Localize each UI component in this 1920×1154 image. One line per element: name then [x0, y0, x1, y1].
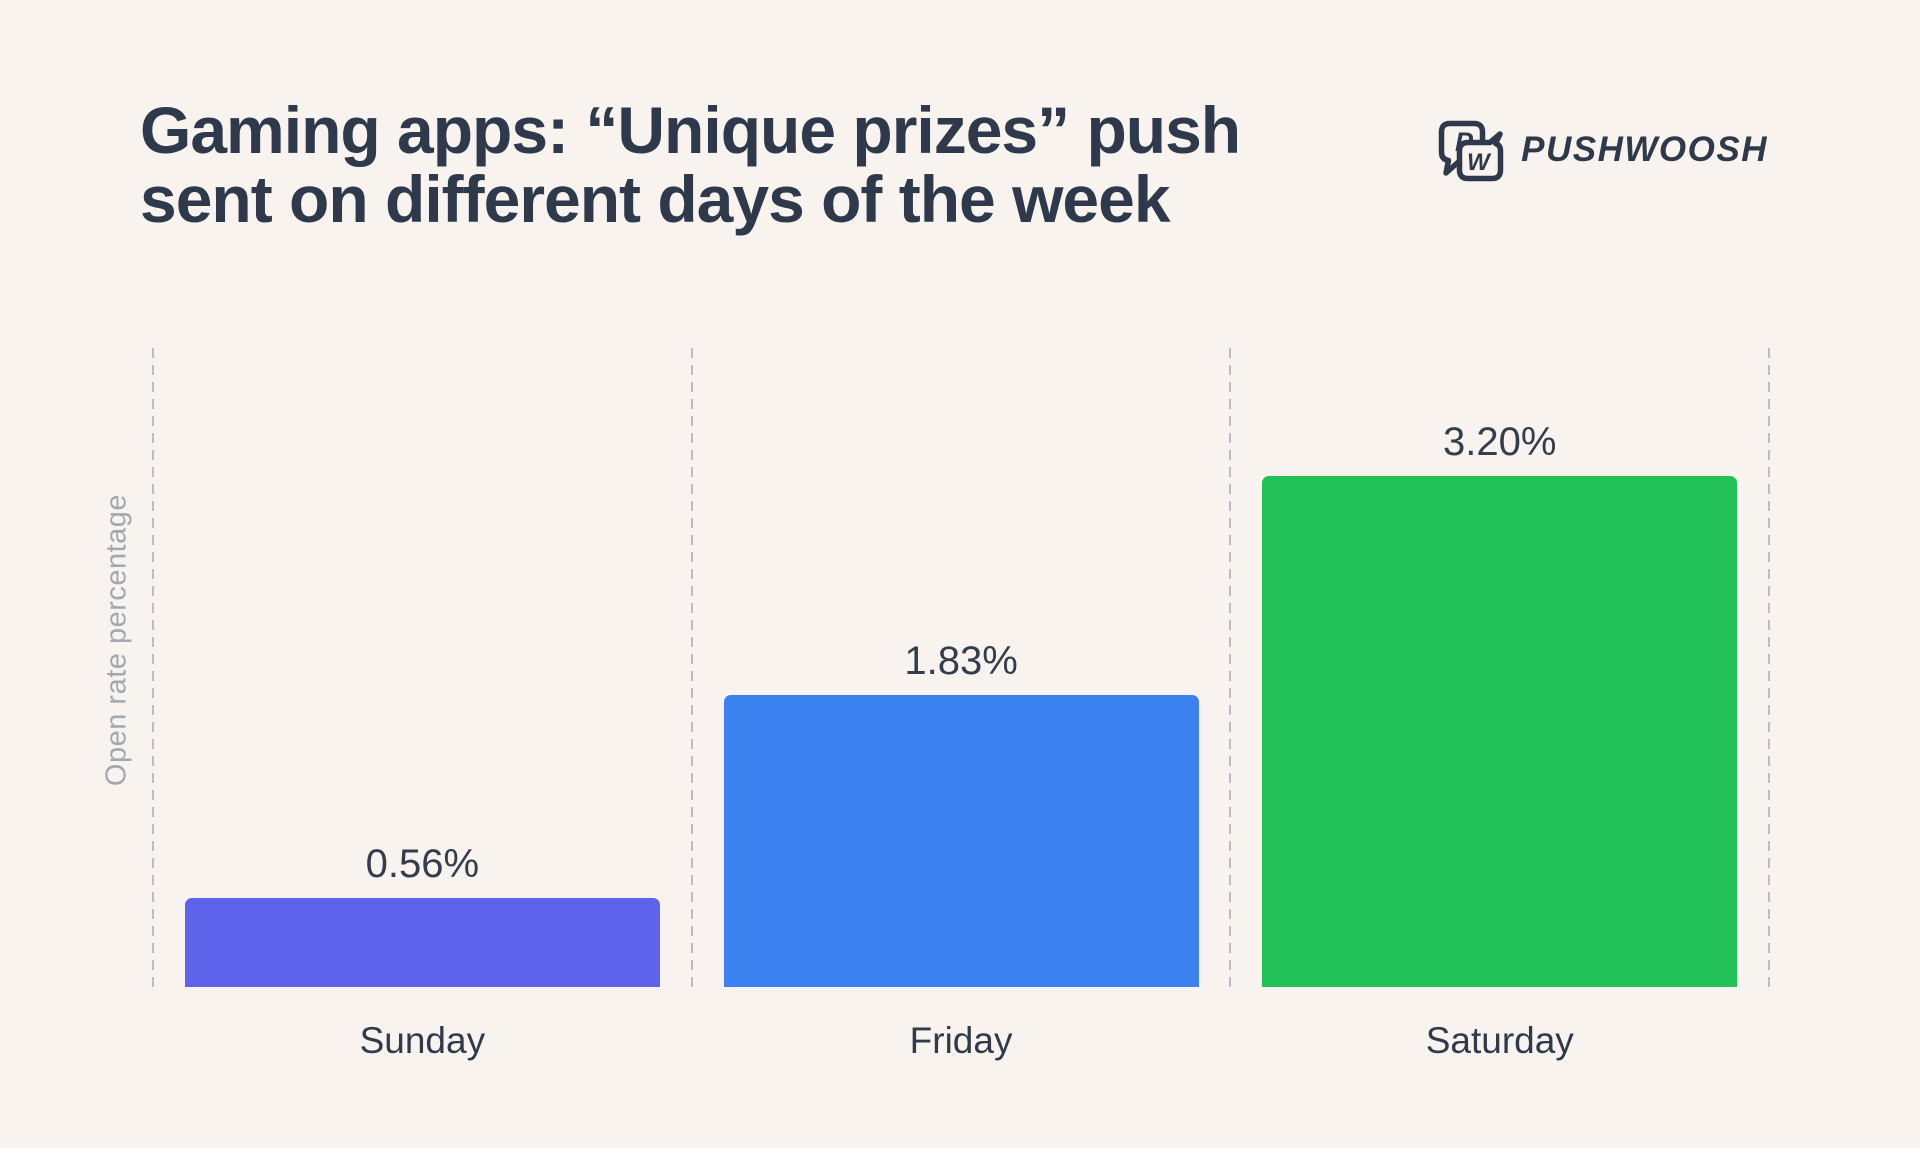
dashed-separator-line: [690, 348, 693, 987]
svg-text:W: W: [1467, 149, 1492, 176]
bottom-edge-strip: [0, 1148, 1920, 1154]
category-label-friday: Friday: [909, 1020, 1013, 1061]
bar-saturday: [1262, 476, 1738, 987]
pushwoosh-logo: P W PUSHWOOSH: [1438, 120, 1768, 183]
chart-title-line2: sent on different days of the week: [140, 161, 1171, 236]
bar-sunday: [184, 898, 660, 987]
dashed-separator-line: [152, 348, 154, 987]
bar-value-label-saturday: 3.20%: [1443, 420, 1557, 464]
chart-title: Gaming apps: “Unique prizes” push sent on…: [140, 93, 1241, 236]
bar-value-label-sunday: 0.56%: [365, 842, 480, 886]
category-label-sunday: Sunday: [359, 1020, 486, 1061]
pushwoosh-wordmark: PUSHWOOSH: [1521, 129, 1768, 169]
dashed-separator-line: [1229, 348, 1232, 987]
dashed-separator-line: [1768, 348, 1771, 987]
pushwoosh-chat-bubbles-icon: P W: [1438, 120, 1504, 182]
chart-title-line1: Gaming apps: “Unique prizes” push: [140, 93, 1241, 167]
bar-friday: [723, 695, 1199, 987]
y-axis-label: Open rate percentage: [100, 493, 133, 787]
bar-value-label-friday: 1.83%: [904, 639, 1018, 683]
category-label-saturday: Saturday: [1425, 1020, 1574, 1061]
